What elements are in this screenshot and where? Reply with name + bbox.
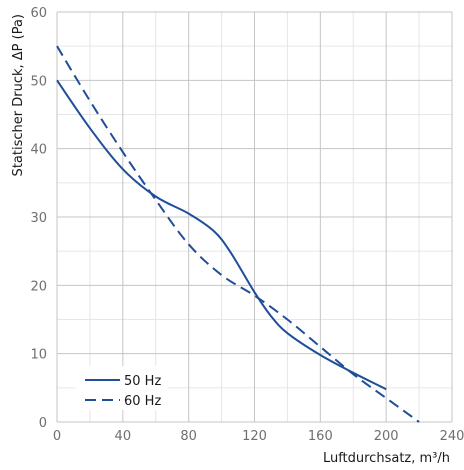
x-tick-label: 0 <box>53 429 61 444</box>
x-axis-title: Luftdurchsatz, m³/h <box>323 451 450 466</box>
series-line-50hz <box>56 79 387 391</box>
y-tick-label: 20 <box>30 279 47 294</box>
x-tick-label: 160 <box>308 429 333 444</box>
y-tick-label: 60 <box>30 6 47 21</box>
legend: 50 Hz 60 Hz <box>76 366 168 410</box>
y-tick-labels: 0 10 20 30 40 50 60 <box>30 6 47 431</box>
x-tick-label: 120 <box>242 429 267 444</box>
x-tick-label: 240 <box>440 429 464 444</box>
grid-major <box>56 11 453 423</box>
x-tick-labels: 0 40 80 120 160 200 240 <box>53 429 464 444</box>
y-tick-label: 0 <box>39 416 47 431</box>
y-tick-label: 30 <box>30 211 47 226</box>
y-tick-label: 50 <box>30 74 47 89</box>
x-tick-label: 40 <box>115 429 132 444</box>
y-tick-label: 40 <box>30 143 47 158</box>
legend-background <box>76 366 168 410</box>
series-line-60hz <box>56 45 420 423</box>
y-axis-title: Statischer Druck, ΔP (Pa) <box>11 14 26 176</box>
x-tick-label: 200 <box>374 429 399 444</box>
x-tick-label: 80 <box>180 429 197 444</box>
legend-label-50hz: 50 Hz <box>124 374 161 389</box>
legend-label-60hz: 60 Hz <box>124 394 161 409</box>
y-tick-label: 10 <box>30 348 47 363</box>
series-group <box>56 45 420 423</box>
